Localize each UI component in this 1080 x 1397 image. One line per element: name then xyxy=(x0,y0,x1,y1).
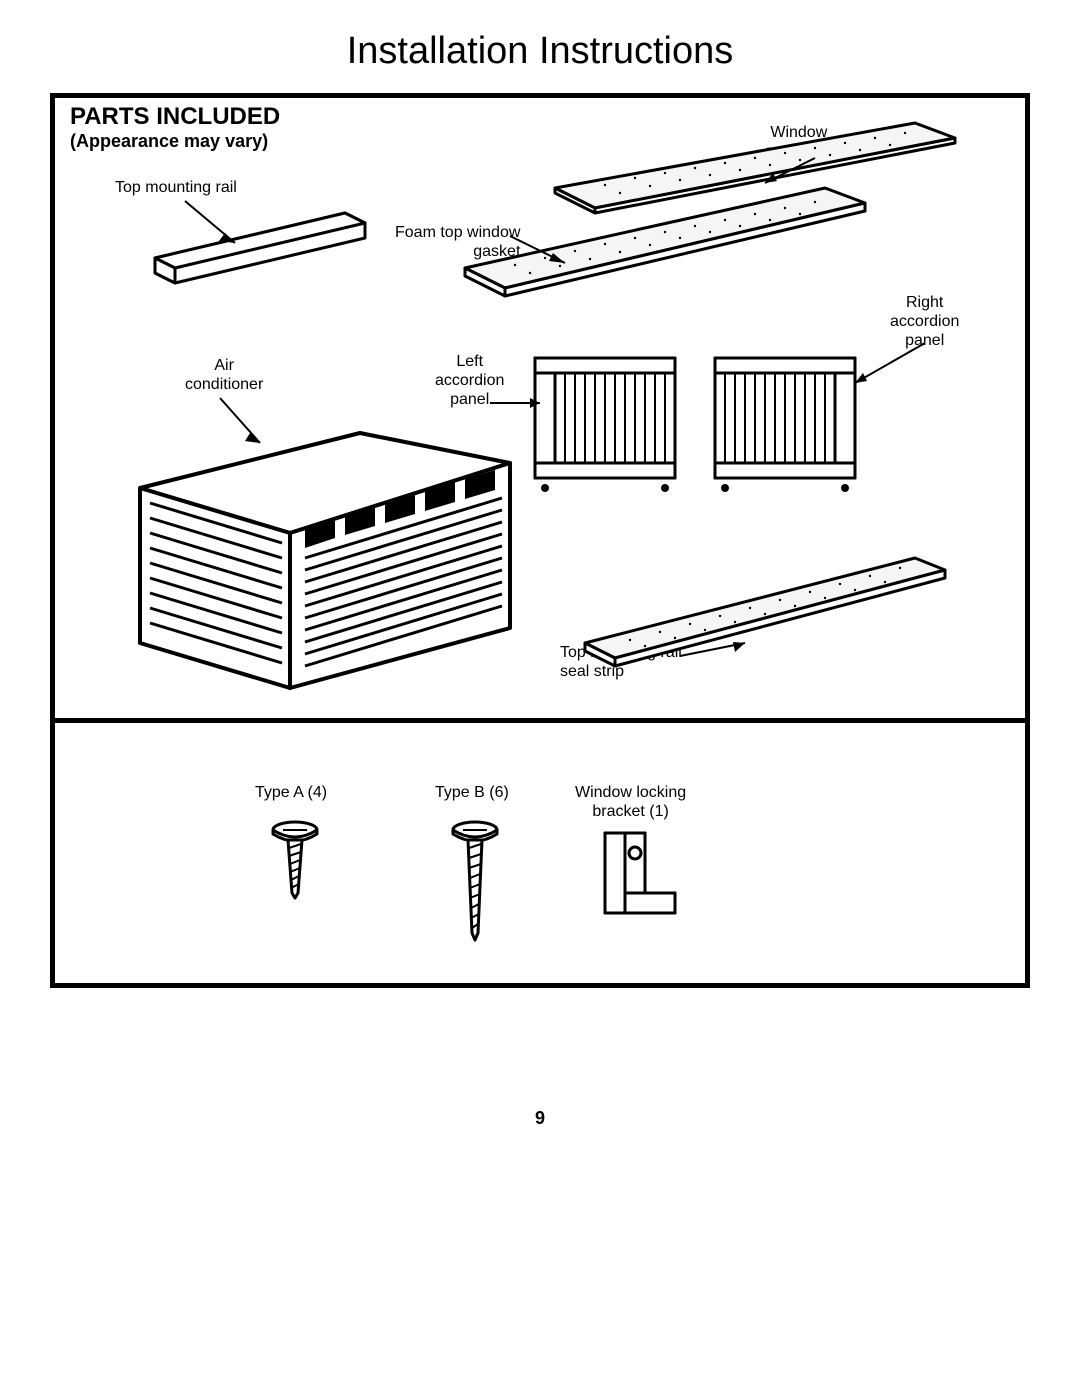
label-bracket: Window locking bracket (1) xyxy=(575,783,686,821)
bracket-icon xyxy=(595,823,685,923)
content-box: PARTS INCLUDED (Appearance may vary) Top… xyxy=(50,93,1030,988)
label-type-a: Type A (4) xyxy=(255,783,327,802)
page-title: Installation Instructions xyxy=(50,30,1030,73)
section-heading-block: PARTS INCLUDED (Appearance may vary) xyxy=(70,103,280,152)
screw-type-b-icon xyxy=(445,818,505,948)
leader-left-accordion xyxy=(485,383,565,423)
top-mounting-rail-icon xyxy=(135,183,385,293)
lower-section: Type A (4) Type B (6) Window locking bra… xyxy=(55,723,1025,983)
upper-section: PARTS INCLUDED (Appearance may vary) Top… xyxy=(55,98,1025,723)
page-number: 9 xyxy=(50,1108,1030,1129)
leader-foam xyxy=(505,228,585,278)
leader-ac xyxy=(205,393,275,453)
screw-type-a-icon xyxy=(265,818,325,908)
seal-strip-icon xyxy=(575,548,955,678)
label-air-conditioner: Air conditioner xyxy=(185,356,263,394)
section-heading: PARTS INCLUDED xyxy=(70,103,280,131)
air-conditioner-icon xyxy=(110,418,530,698)
label-type-b: Type B (6) xyxy=(435,783,509,802)
leader-right-accordion xyxy=(845,338,935,398)
accordion-panels-icon xyxy=(525,348,865,508)
page: Installation Instructions PARTS INCLUDED… xyxy=(0,0,1080,1159)
section-subheading: (Appearance may vary) xyxy=(70,131,280,152)
leader-seal-strip xyxy=(675,638,765,678)
leader-top-rail xyxy=(175,193,255,253)
